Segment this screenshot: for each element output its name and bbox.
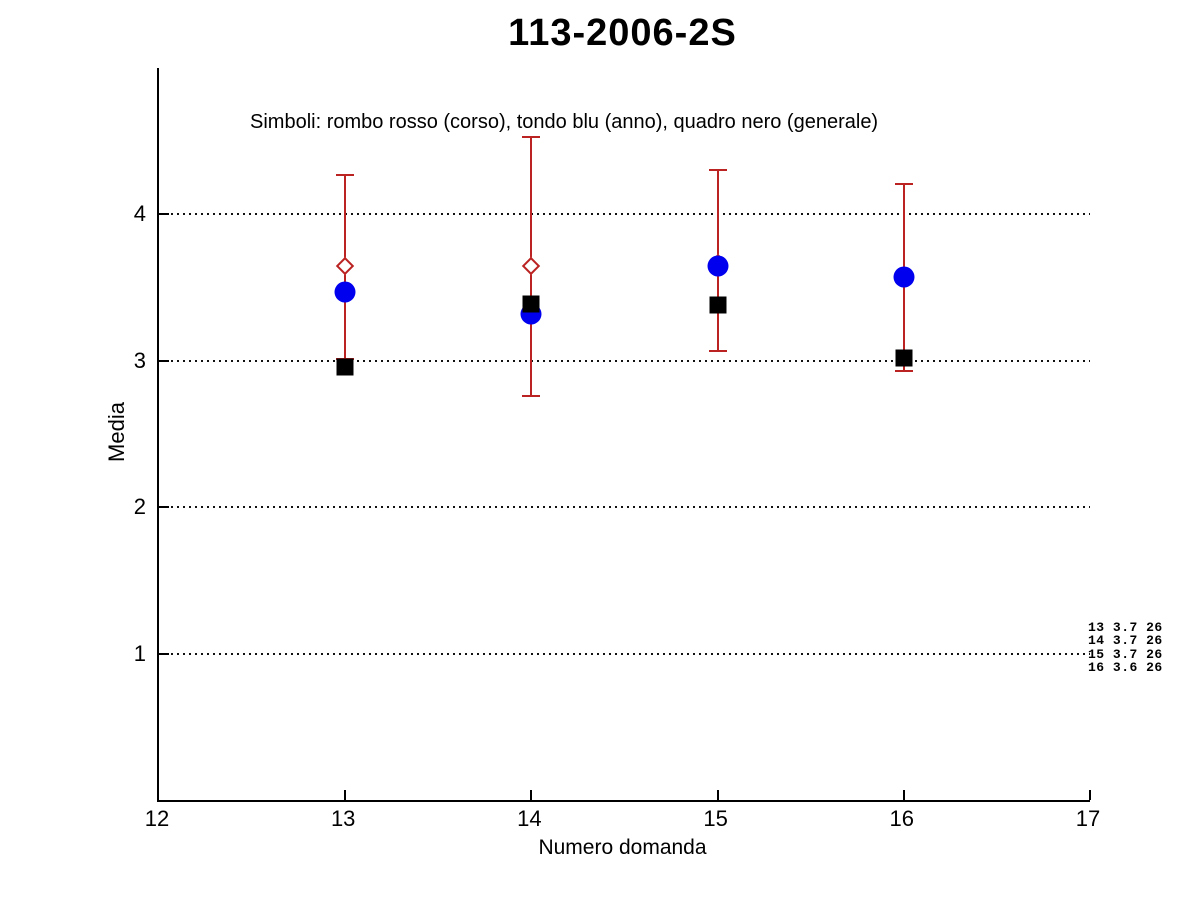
diamond-marker-x13 — [335, 256, 355, 275]
y-tick-label-2: 2 — [133, 494, 146, 520]
square-marker-x13 — [336, 358, 354, 376]
gridline-y-4 — [159, 213, 1090, 216]
y-tick-label-3: 3 — [133, 347, 146, 373]
x-tick-15 — [716, 790, 719, 800]
y-tick-1 — [159, 652, 169, 655]
gridline-y-2 — [159, 506, 1090, 509]
circle-marker-x13 — [334, 281, 356, 303]
diamond-marker-x14 — [522, 256, 541, 275]
x-tick-label-17: 17 — [1075, 806, 1101, 831]
side-table-row: 13 3.7 26 — [1088, 620, 1163, 635]
x-axis-label: Numero domanda — [538, 836, 707, 859]
y-tick-2 — [159, 506, 169, 509]
gridline-y-3 — [159, 359, 1090, 362]
side-table-row: 14 3.7 26 — [1088, 633, 1163, 649]
plot-area — [157, 68, 1091, 802]
error-bar-cap-top — [336, 173, 355, 176]
x-tick-label-15: 15 — [703, 806, 728, 831]
x-tick-label-12: 12 — [144, 806, 170, 831]
circle-marker-x15 — [707, 255, 729, 277]
y-tick-label-1: 1 — [133, 640, 146, 666]
y-tick-4 — [159, 213, 169, 216]
circle-marker-x16 — [893, 266, 915, 288]
side-table-row: 16 3.6 26 — [1088, 660, 1163, 676]
error-bar-cap-bottom — [894, 370, 913, 373]
x-tick-label-16: 16 — [889, 806, 915, 831]
error-bar-cap-bottom — [708, 349, 727, 352]
x-tick-14 — [530, 790, 533, 800]
square-marker-x16 — [895, 349, 913, 367]
y-tick-3 — [159, 359, 169, 362]
chart-title: 113-2006-2S — [508, 12, 737, 54]
side-table-row: 15 3.7 26 — [1088, 646, 1163, 662]
side-table: 13 3.7 26 14 3.7 26 15 3.7 26 16 3.6 26 — [1088, 621, 1163, 675]
x-tick-16 — [902, 790, 905, 800]
error-bar-cap-top — [522, 135, 541, 138]
y-axis-label: Media — [104, 402, 129, 462]
gridline-y-1 — [159, 652, 1090, 655]
x-tick-17 — [1089, 790, 1091, 800]
x-tick-label-14: 14 — [517, 806, 542, 831]
error-bar-cap-top — [894, 182, 913, 185]
square-marker-x14 — [522, 295, 540, 313]
x-tick-label-13: 13 — [330, 806, 356, 831]
square-marker-x15 — [709, 296, 727, 314]
error-bar-cap-bottom — [522, 394, 541, 397]
error-bar-cap-top — [708, 169, 727, 172]
x-tick-13 — [344, 790, 347, 800]
legend-note: Simboli: rombo rosso (corso), tondo blu … — [250, 111, 879, 133]
y-tick-label-4: 4 — [133, 201, 146, 227]
